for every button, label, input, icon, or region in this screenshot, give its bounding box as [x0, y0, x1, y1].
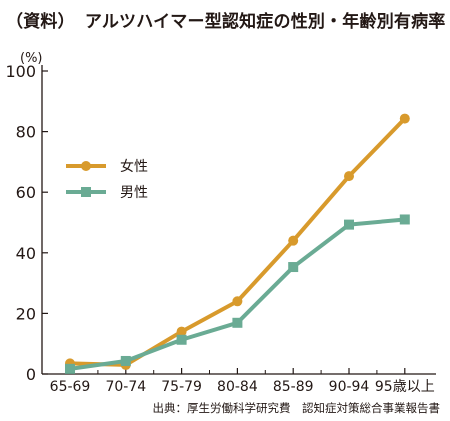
x-tick-label: 85-89	[273, 379, 314, 395]
data-point	[232, 317, 243, 328]
x-tick-label: 90-94	[329, 379, 370, 395]
legend-marker	[81, 161, 91, 171]
y-tick-label: 100	[5, 62, 36, 81]
x-tick-label: 65-69	[50, 379, 91, 395]
axes: (%) 0 20 40 60 80 100 65-69 70-74 75-79 80-84 85-89…	[5, 51, 436, 395]
legend-label: 男性	[120, 185, 148, 201]
series-line	[69, 117, 407, 367]
series-male	[65, 214, 410, 374]
y-axis-label: (%)	[20, 51, 43, 66]
data-point	[399, 214, 410, 225]
data-point	[399, 113, 410, 124]
y-tick-label: 60	[16, 183, 36, 202]
data-point	[176, 326, 187, 337]
x-tick-label: 95歳以上	[375, 379, 435, 395]
legend-item-female: 女性	[66, 158, 148, 175]
chart-title: （資料） アルツハイマー型認知症の性別・年齢別有病率	[6, 7, 446, 32]
legend-item-male: 男性	[66, 185, 148, 201]
title-text: アルツハイマー型認知症の性別・年齢別有病率	[84, 12, 446, 32]
series-line	[69, 217, 405, 371]
data-point	[344, 219, 354, 230]
title-tag: （資料）	[6, 12, 75, 32]
data-point	[232, 296, 243, 307]
source-note: 出典：厚生労働科学研究費 認知症対策総合事業報告書	[152, 401, 441, 415]
legend-label: 女性	[120, 158, 148, 175]
legend-marker	[81, 187, 91, 197]
data-point	[120, 355, 131, 366]
data-point	[65, 363, 75, 374]
y-tick-label: 20	[16, 304, 36, 323]
x-tick-label: 80-84	[217, 379, 258, 395]
data-point	[288, 235, 299, 246]
series-layer	[65, 113, 410, 374]
x-tick-label: 70-74	[105, 379, 146, 395]
data-point	[176, 334, 187, 345]
y-tick-label: 80	[16, 123, 36, 142]
x-tick-label: 75-79	[161, 379, 202, 395]
data-point	[288, 262, 299, 273]
series-female	[65, 113, 410, 370]
y-tick-label: 0	[26, 365, 36, 384]
data-point	[344, 171, 354, 182]
y-tick-label: 40	[16, 244, 36, 263]
